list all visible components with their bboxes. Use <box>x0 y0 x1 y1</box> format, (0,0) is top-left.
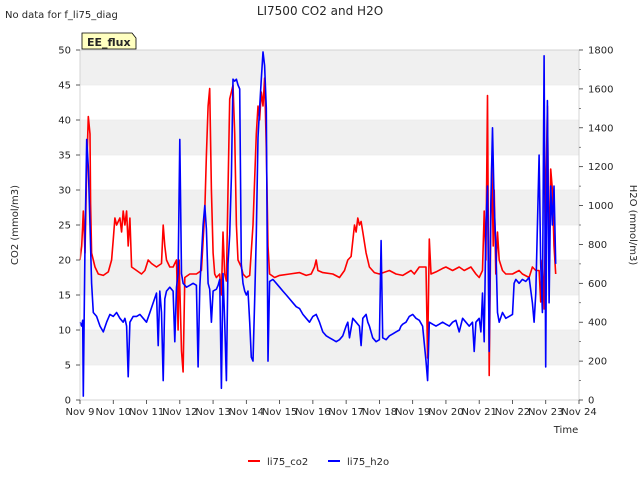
y-right-axis-ticks: 0 200 400 600 800 1000 1200 1400 1600 1800 <box>579 46 613 407</box>
y-left-tick-label: 5 <box>65 361 71 372</box>
x-tick-label: Nov 16 <box>295 407 330 418</box>
y-left-axis-ticks: 0 5 10 15 20 25 30 35 40 45 50 <box>58 46 80 407</box>
y-left-tick-label: 20 <box>58 256 71 267</box>
legend-label-h2o: li75_h2o <box>347 457 389 468</box>
grid-band <box>80 120 579 155</box>
legend: li75_co2 li75_h2o <box>248 457 389 468</box>
x-axis-label: Time <box>553 425 578 436</box>
x-tick-label: Nov 12 <box>162 407 197 418</box>
y-left-tick-label: 45 <box>58 81 71 92</box>
y-right-tick-label: 1000 <box>588 201 613 212</box>
y-right-tick-label: 200 <box>588 357 607 368</box>
series-li75-h2o-line <box>79 51 557 397</box>
y-right-tick-label: 0 <box>588 396 594 407</box>
y-left-tick-label: 0 <box>65 396 71 407</box>
y-right-tick-label: 1400 <box>588 123 613 134</box>
x-tick-label: Nov 9 <box>65 407 94 418</box>
y-left-tick-label: 15 <box>58 291 71 302</box>
chart-title: LI7500 CO2 and H2O <box>257 4 383 18</box>
series-li75_h2o-path <box>79 51 557 397</box>
y-right-tick-label: 800 <box>588 240 607 251</box>
top-left-note: No data for f_li75_diag <box>5 10 118 21</box>
x-tick-label: Nov 11 <box>129 407 164 418</box>
y-right-tick-label: 400 <box>588 318 607 329</box>
grid-band <box>80 330 579 365</box>
y-right-axis-label: H2O (mmol/m3) <box>627 185 638 266</box>
badge-label: EE_flux <box>87 36 131 49</box>
legend-label-co2: li75_co2 <box>267 457 308 468</box>
x-tick-label: Nov 21 <box>461 407 496 418</box>
x-tick-label: Nov 20 <box>428 407 463 418</box>
y-right-tick-label: 1200 <box>588 162 613 173</box>
ee-flux-badge: EE_flux <box>81 32 137 50</box>
x-tick-label: Nov 14 <box>229 407 264 418</box>
y-right-tick-label: 1800 <box>588 46 613 57</box>
y-left-tick-label: 35 <box>58 151 71 162</box>
x-tick-label: Nov 18 <box>362 407 397 418</box>
y-right-tick-label: 1600 <box>588 84 613 95</box>
y-right-tick-label: 600 <box>588 279 607 290</box>
grid-bands <box>80 49 579 401</box>
x-tick-label: Nov 19 <box>395 407 430 418</box>
x-tick-label: Nov 23 <box>528 407 563 418</box>
x-tick-label: Nov 13 <box>195 407 230 418</box>
x-tick-label: Nov 24 <box>561 407 596 418</box>
x-tick-label: Nov 10 <box>96 407 131 418</box>
y-left-tick-label: 30 <box>58 186 71 197</box>
x-tick-label: Nov 22 <box>495 407 530 418</box>
y-left-axis-label: CO2 (mmol/m3) <box>10 185 21 265</box>
y-left-tick-label: 10 <box>58 326 71 337</box>
x-tick-label: Nov 17 <box>328 407 363 418</box>
y-left-tick-label: 25 <box>58 221 71 232</box>
y-left-tick-label: 40 <box>58 116 71 127</box>
grid-band <box>80 50 579 85</box>
grid-band <box>80 190 579 225</box>
y-left-tick-label: 50 <box>58 46 71 57</box>
x-tick-label: Nov 15 <box>262 407 297 418</box>
